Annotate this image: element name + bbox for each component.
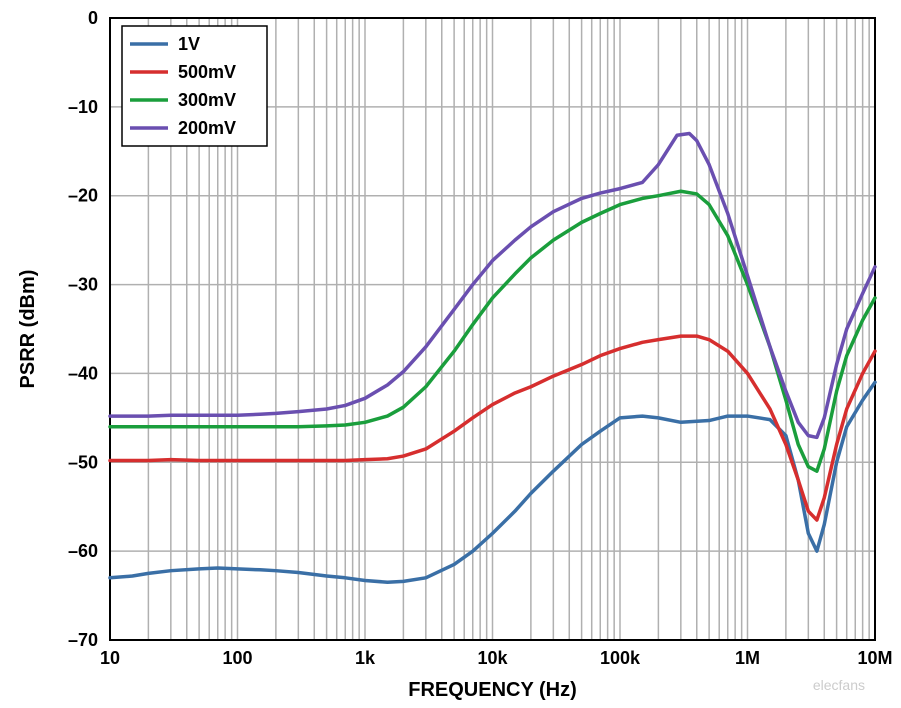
legend-label: 1V (178, 34, 200, 54)
y-tick-label: –20 (68, 186, 98, 206)
legend-label: 500mV (178, 62, 236, 82)
x-tick-label: 10k (477, 648, 508, 668)
psrr-chart: 10 100 1k 10k 100k 1M 10M 0 –10 –20 –30 –40 –50 –60 –7… (0, 0, 901, 708)
legend-label: 200mV (178, 118, 236, 138)
legend-label: 300mV (178, 90, 236, 110)
chart-svg: 10 100 1k 10k 100k 1M 10M 0 –10 –20 –30 –40 –50 –60 –7… (0, 0, 901, 708)
watermark: elecfans (813, 677, 865, 693)
y-tick-label: –30 (68, 275, 98, 295)
x-axis-label: FREQUENCY (Hz) (408, 679, 577, 701)
x-tick-label: 100 (222, 648, 252, 668)
y-tick-label: 0 (88, 8, 98, 28)
x-tick-label: 10 (100, 648, 120, 668)
x-tick-label: 10M (857, 648, 892, 668)
y-axis-label: PSRR (dBm) (17, 270, 39, 389)
y-tick-label: –70 (68, 630, 98, 650)
x-tick-label: 100k (600, 648, 641, 668)
y-tick-label: –10 (68, 97, 98, 117)
y-tick-label: –40 (68, 363, 98, 383)
x-tick-label: 1k (355, 648, 376, 668)
y-tick-label: –50 (68, 452, 98, 472)
y-tick-label: –60 (68, 541, 98, 561)
x-tick-label: 1M (735, 648, 760, 668)
